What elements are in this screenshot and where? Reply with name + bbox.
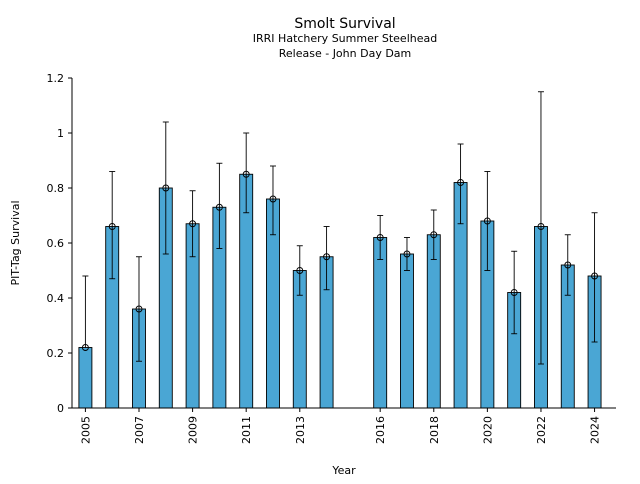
y-tick-label: 0.2 (47, 347, 65, 360)
chart-title: Smolt Survival (294, 16, 395, 32)
data-point-marker (483, 217, 491, 225)
plot-area (78, 91, 602, 409)
data-point-marker (457, 179, 465, 186)
data-point-marker (403, 250, 411, 258)
x-tick-label: 2007 (133, 416, 146, 444)
x-tick-label: 2018 (428, 416, 441, 444)
x-tick-label: 2022 (535, 416, 548, 444)
data-point-marker (269, 195, 277, 203)
data-point-marker (376, 234, 384, 241)
y-tick-label: 1 (57, 127, 64, 140)
data-point-marker (296, 267, 304, 274)
x-axis-label: Year (331, 464, 356, 477)
bar (78, 347, 93, 409)
y-axis-ticks: 0 0.2 0.4 0.6 0.8 1 1.2 (47, 72, 72, 415)
data-point-marker (323, 253, 331, 261)
y-axis-label: PIT-Tag Survival (9, 200, 22, 285)
data-point-marker (510, 289, 518, 296)
data-point-marker (189, 220, 197, 228)
bar (373, 237, 388, 409)
x-tick-label: 2011 (240, 416, 253, 444)
x-tick-label: 2016 (374, 416, 387, 444)
chart-subtitle-line-2: Release - John Day Dam (279, 47, 412, 60)
y-tick-label: 0 (57, 402, 64, 415)
x-tick-label: 2020 (481, 416, 494, 444)
data-point-marker (162, 184, 170, 192)
y-tick-label: 0.4 (47, 292, 65, 305)
x-tick-label: 2024 (589, 416, 602, 444)
data-point-marker (430, 231, 438, 239)
data-point-marker (242, 170, 250, 178)
data-point-marker (215, 203, 223, 211)
x-tick-label: 2009 (187, 416, 200, 444)
data-point-marker (564, 261, 572, 269)
chart-subtitle-line-1: IRRI Hatchery Summer Steelhead (253, 32, 437, 45)
y-tick-label: 1.2 (47, 72, 65, 85)
bar (426, 234, 441, 409)
data-point-marker (537, 223, 545, 230)
y-tick-label: 0.8 (47, 182, 65, 195)
x-tick-label: 2005 (79, 416, 92, 444)
data-point-marker (108, 223, 116, 230)
x-axis-ticks: 2005 2007 2009 2011 2013 2016 2018 2020 2022 2024 (79, 408, 602, 444)
x-tick-label: 2013 (294, 416, 307, 444)
data-point-marker (591, 272, 599, 280)
data-point-marker (81, 344, 89, 351)
data-point-marker (135, 305, 143, 313)
y-tick-label: 0.6 (47, 237, 65, 250)
bar (400, 253, 414, 409)
